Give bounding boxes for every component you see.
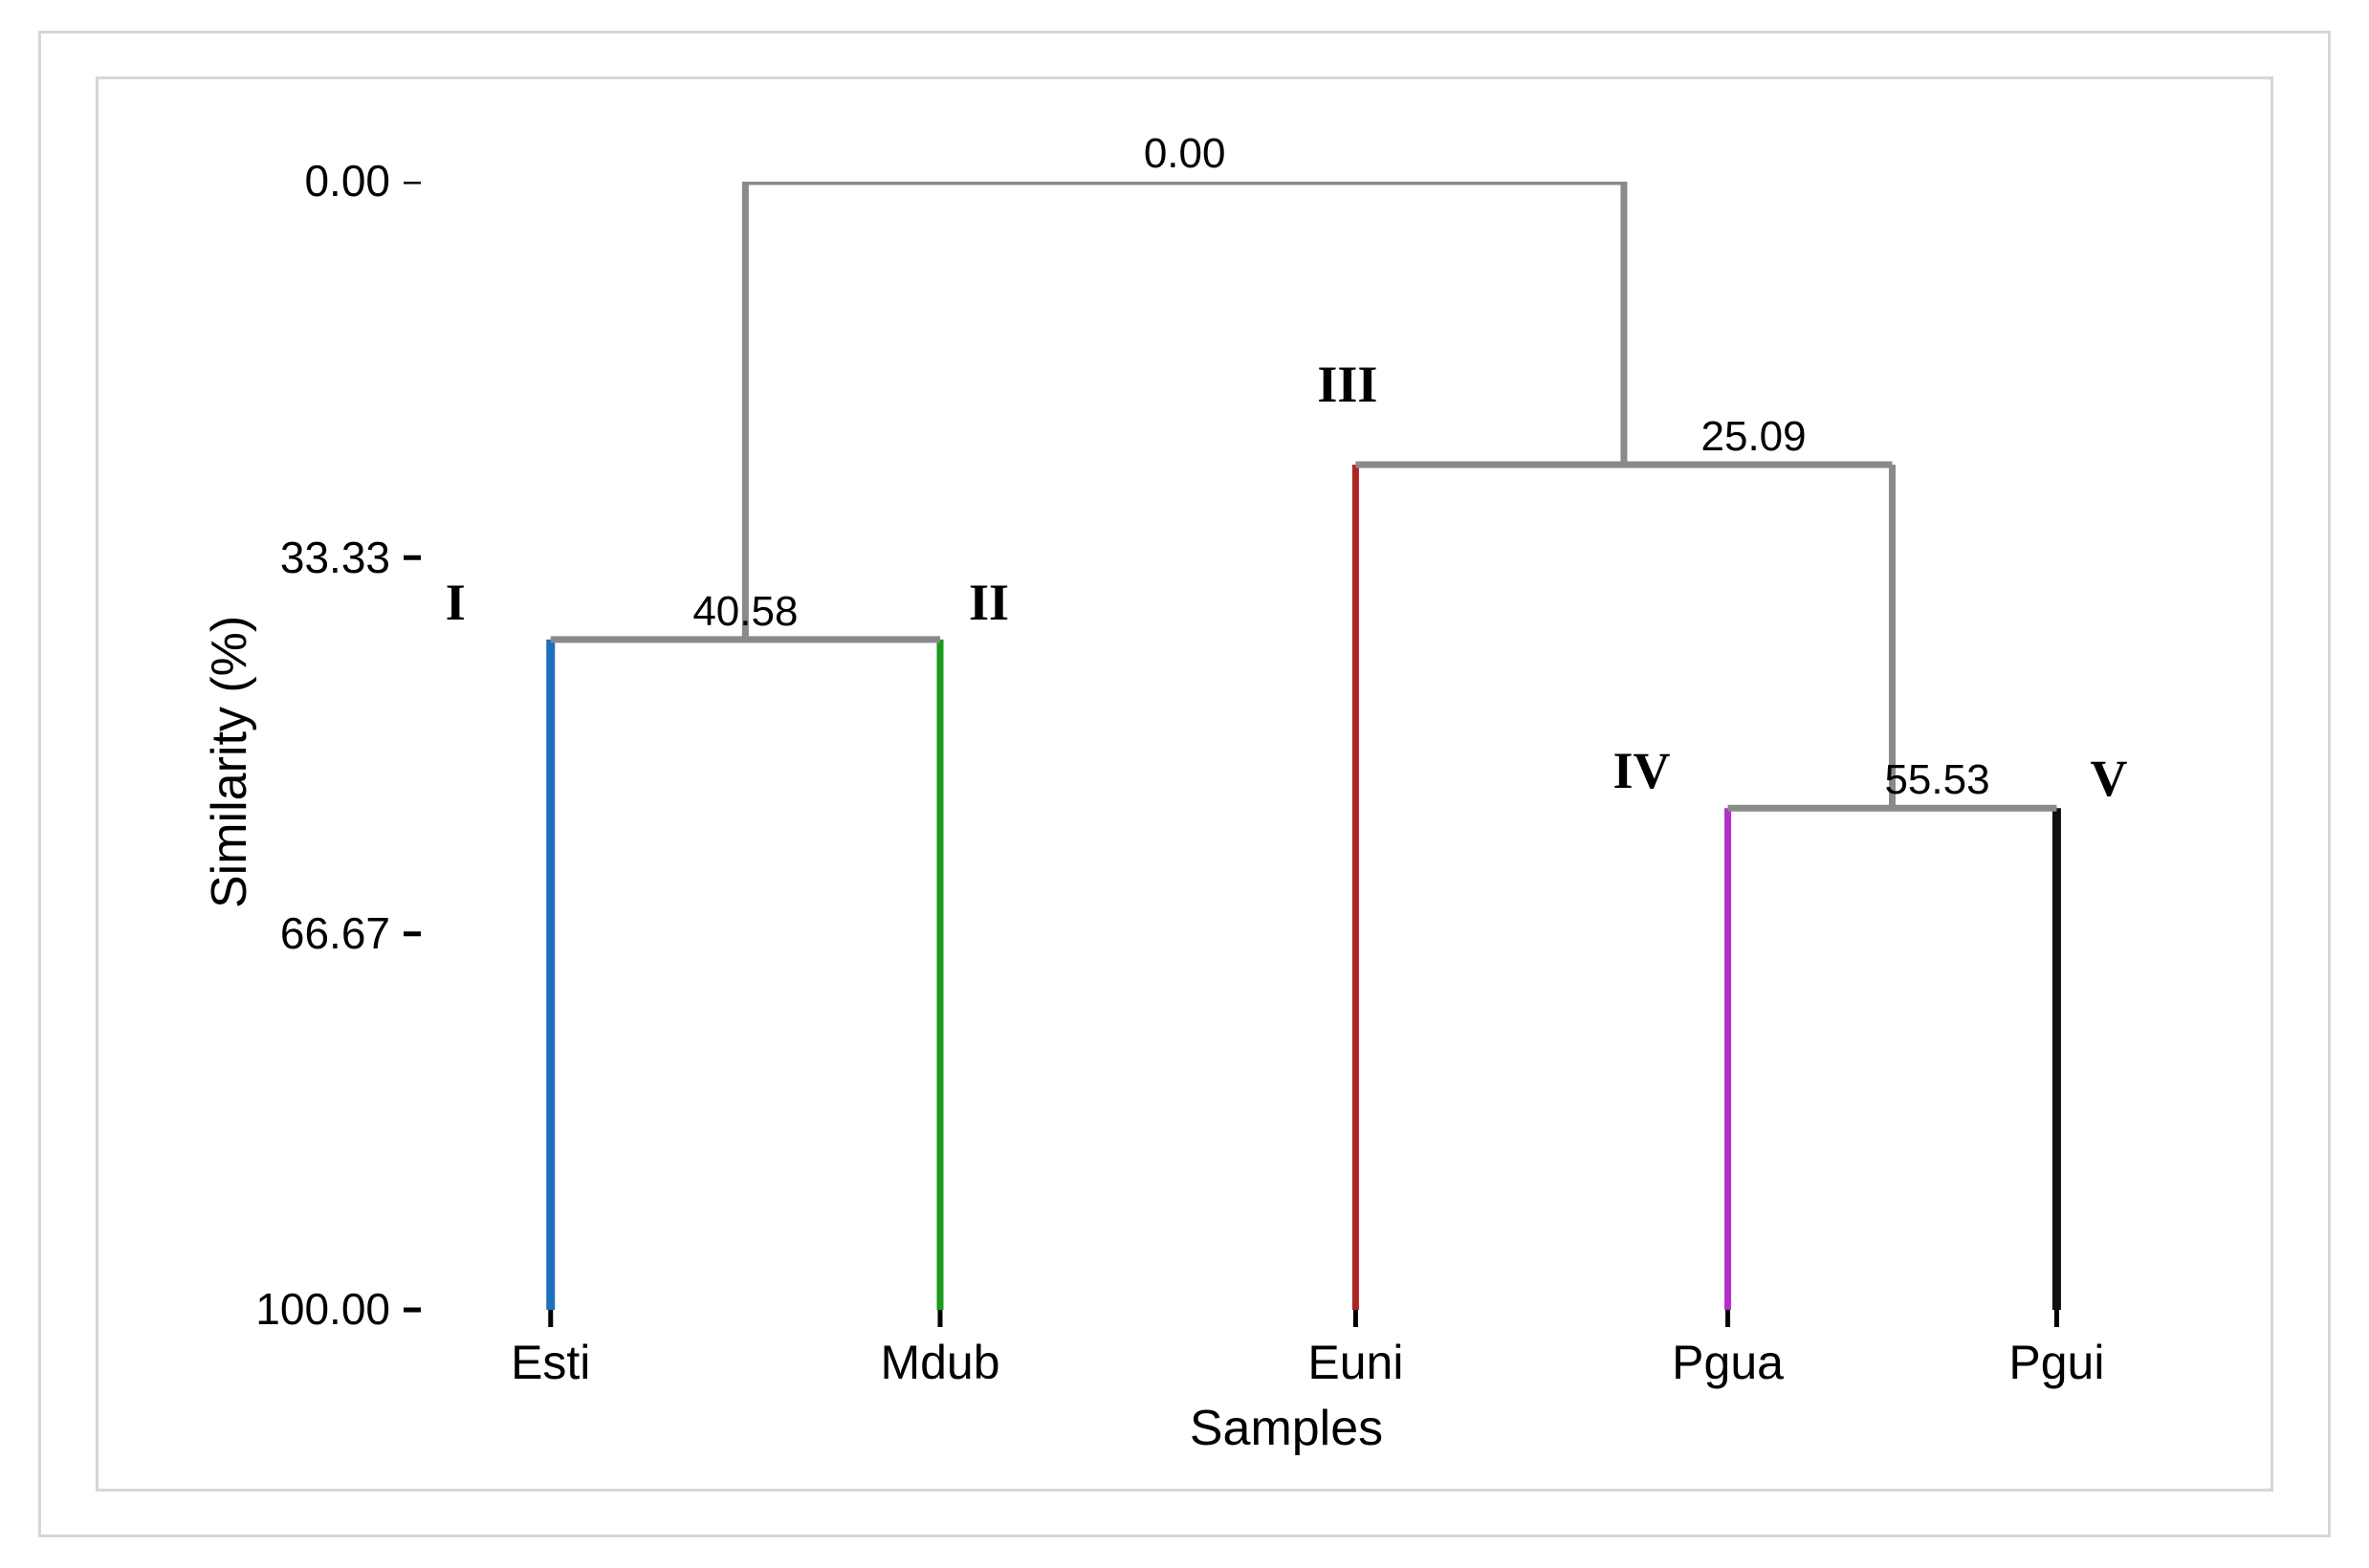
x-tick-label: Euni bbox=[1307, 1335, 1403, 1390]
y-tick-label: 66.67 bbox=[280, 907, 390, 959]
x-tick-label: Pgua bbox=[1672, 1335, 1784, 1390]
y-tick-label: 0.00 bbox=[304, 155, 390, 207]
cluster-roman-label: V bbox=[2090, 749, 2127, 808]
dendrogram-plot bbox=[421, 182, 2152, 1310]
y-axis-title: Similarity (%) bbox=[201, 616, 258, 908]
merge-value-label: 25.09 bbox=[1701, 413, 1807, 461]
y-tick-label: 100.00 bbox=[255, 1283, 390, 1335]
merge-value-label: 40.58 bbox=[692, 588, 798, 636]
merge-value-label: 0.00 bbox=[1144, 130, 1226, 178]
y-tick-label: 33.33 bbox=[280, 532, 390, 583]
x-tick-label: Mdub bbox=[880, 1335, 999, 1390]
cluster-roman-label: III bbox=[1317, 355, 1377, 414]
x-tick-label: Esti bbox=[511, 1335, 590, 1390]
x-axis-title: Samples bbox=[1190, 1400, 1383, 1457]
cluster-roman-label: IV bbox=[1613, 741, 1671, 800]
merge-value-label: 55.53 bbox=[1884, 756, 1989, 804]
x-tick-label: Pgui bbox=[2008, 1335, 2104, 1390]
cluster-roman-label: II bbox=[969, 573, 1009, 632]
cluster-roman-label: I bbox=[446, 573, 466, 632]
